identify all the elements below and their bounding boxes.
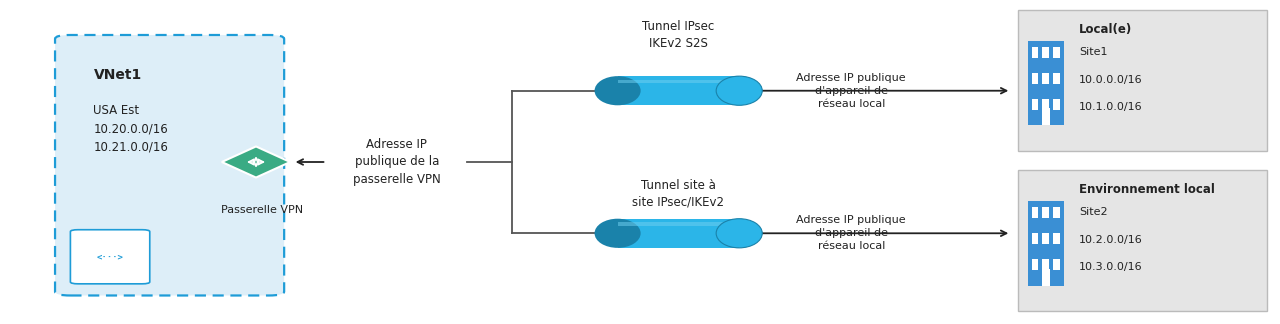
FancyBboxPatch shape: [618, 219, 740, 248]
Text: Local(e): Local(e): [1079, 23, 1133, 36]
Ellipse shape: [595, 76, 641, 105]
Ellipse shape: [717, 219, 763, 248]
FancyBboxPatch shape: [55, 35, 284, 295]
FancyBboxPatch shape: [1042, 108, 1050, 125]
Text: USA Est
10.20.0.0/16
10.21.0.0/16: USA Est 10.20.0.0/16 10.21.0.0/16: [93, 104, 168, 154]
FancyBboxPatch shape: [1042, 233, 1050, 244]
FancyBboxPatch shape: [1053, 207, 1060, 218]
Text: Passerelle VPN: Passerelle VPN: [221, 205, 303, 215]
Text: 10.0.0.0/16: 10.0.0.0/16: [1079, 75, 1143, 85]
FancyBboxPatch shape: [618, 76, 740, 105]
FancyBboxPatch shape: [1053, 233, 1060, 244]
Text: Adresse IP publique
d'appareil de
réseau local: Adresse IP publique d'appareil de réseau…: [796, 215, 906, 251]
Ellipse shape: [595, 219, 641, 248]
FancyBboxPatch shape: [1053, 99, 1060, 110]
FancyBboxPatch shape: [1042, 47, 1050, 58]
FancyBboxPatch shape: [618, 223, 740, 226]
FancyBboxPatch shape: [1032, 47, 1038, 58]
FancyBboxPatch shape: [1053, 47, 1060, 58]
FancyBboxPatch shape: [1028, 201, 1064, 286]
Text: Site2: Site2: [1079, 207, 1107, 217]
FancyBboxPatch shape: [1042, 207, 1050, 218]
FancyBboxPatch shape: [1042, 99, 1050, 110]
Text: Environnement local: Environnement local: [1079, 183, 1215, 196]
FancyBboxPatch shape: [1018, 10, 1267, 151]
FancyBboxPatch shape: [1032, 207, 1038, 218]
Ellipse shape: [717, 76, 763, 105]
Text: <···>: <···>: [97, 252, 123, 261]
Text: VNet1: VNet1: [93, 68, 142, 82]
FancyBboxPatch shape: [1032, 233, 1038, 244]
FancyBboxPatch shape: [1053, 260, 1060, 271]
Text: 10.2.0.0/16: 10.2.0.0/16: [1079, 235, 1143, 245]
Text: Tunnel IPsec
IKEv2 S2S: Tunnel IPsec IKEv2 S2S: [643, 20, 714, 50]
Text: Adresse IP
publique de la
passerelle VPN: Adresse IP publique de la passerelle VPN: [353, 138, 440, 186]
FancyBboxPatch shape: [70, 230, 150, 284]
FancyBboxPatch shape: [1042, 73, 1050, 84]
FancyBboxPatch shape: [1018, 170, 1267, 311]
Text: Tunnel site à
site IPsec/IKEv2: Tunnel site à site IPsec/IKEv2: [632, 179, 724, 209]
FancyBboxPatch shape: [1032, 73, 1038, 84]
FancyBboxPatch shape: [1032, 99, 1038, 110]
FancyBboxPatch shape: [1032, 260, 1038, 271]
FancyBboxPatch shape: [1042, 269, 1050, 286]
Text: Adresse IP publique
d'appareil de
réseau local: Adresse IP publique d'appareil de réseau…: [796, 73, 906, 109]
Text: 10.3.0.0/16: 10.3.0.0/16: [1079, 262, 1143, 272]
Text: Site1: Site1: [1079, 47, 1107, 57]
FancyBboxPatch shape: [1042, 260, 1050, 271]
FancyBboxPatch shape: [618, 80, 740, 84]
Polygon shape: [221, 146, 291, 178]
Text: 10.1.0.0/16: 10.1.0.0/16: [1079, 102, 1143, 112]
FancyBboxPatch shape: [1053, 73, 1060, 84]
FancyBboxPatch shape: [1028, 41, 1064, 125]
